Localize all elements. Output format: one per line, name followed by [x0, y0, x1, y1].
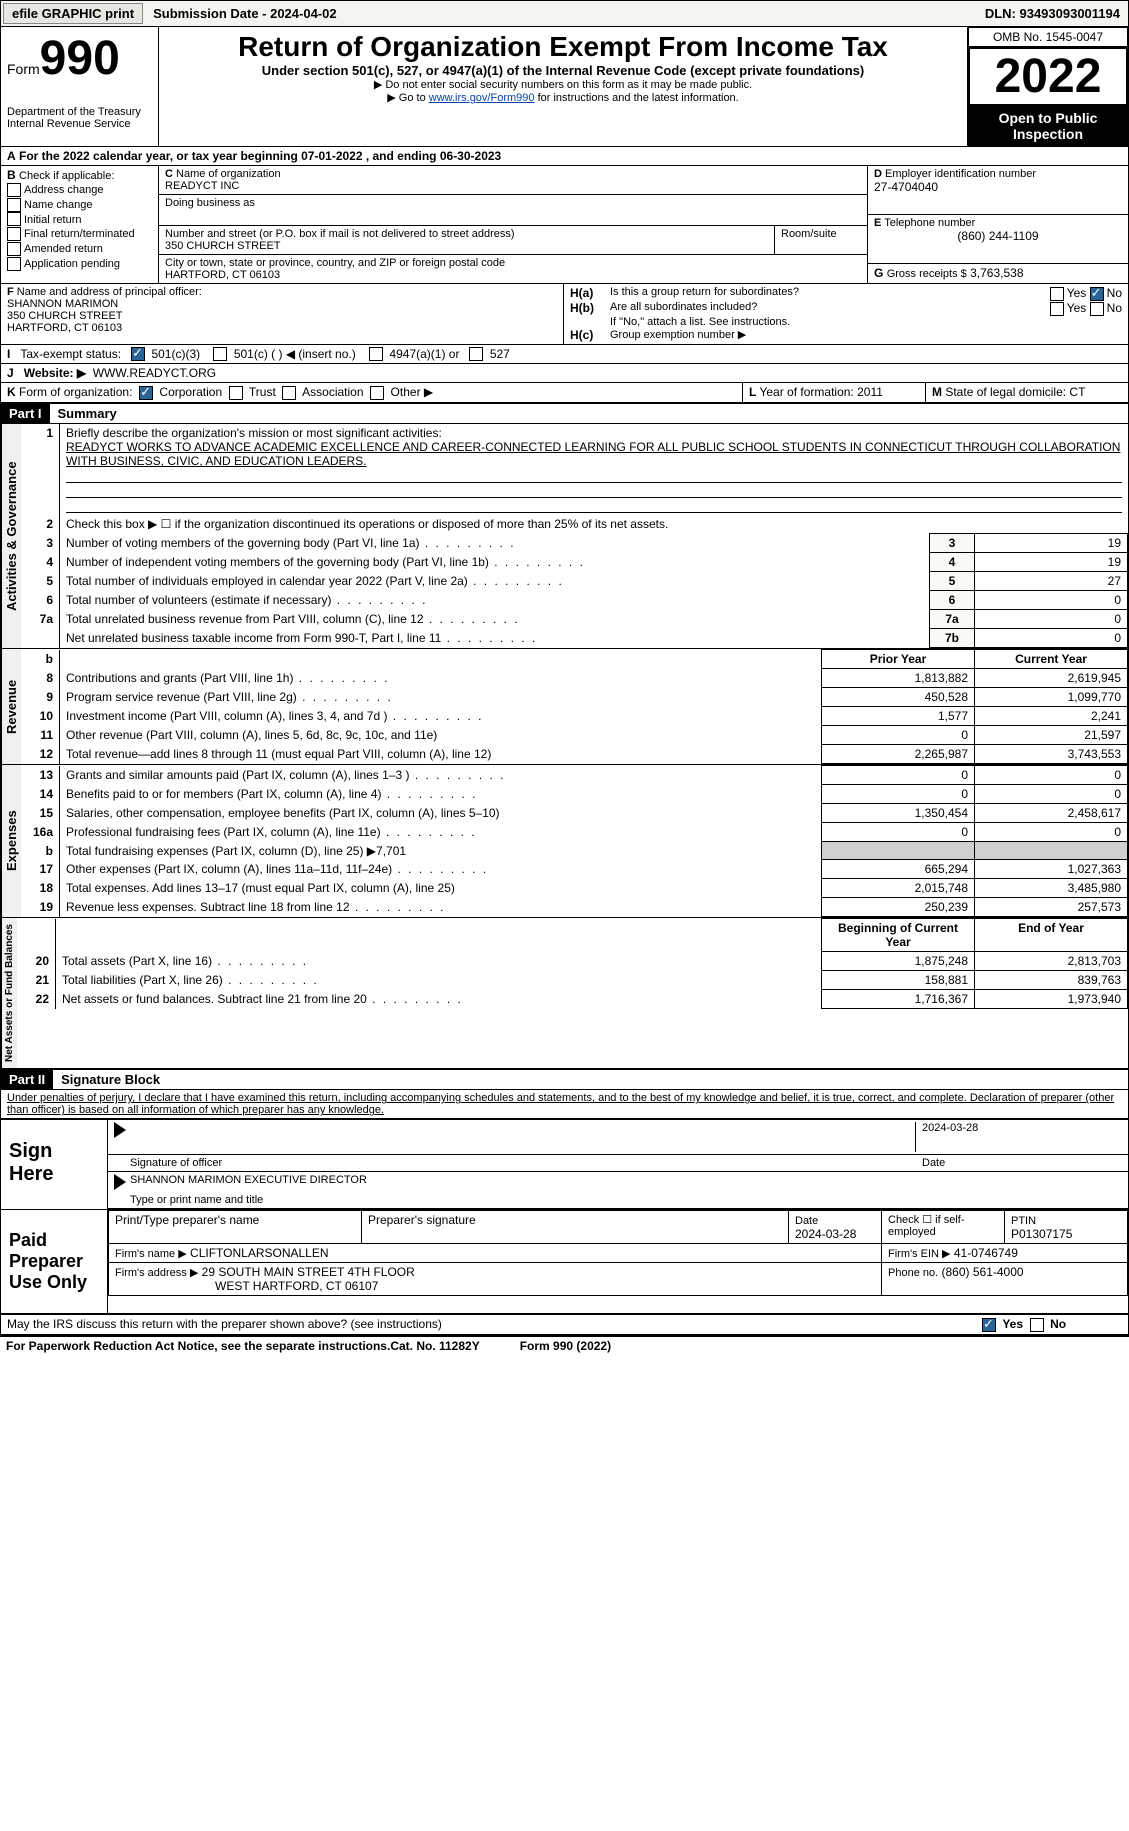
- side-expenses: Expenses: [1, 765, 21, 917]
- submission-date: Submission Date - 2024-04-02: [145, 4, 345, 23]
- efile-print-button[interactable]: efile GRAPHIC print: [3, 3, 143, 24]
- summary-block: Activities & Governance 1 Briefly descri…: [0, 424, 1129, 649]
- part2-header: Part II Signature Block: [0, 1069, 1129, 1090]
- org-name: READYCT INC: [165, 180, 861, 192]
- side-activities: Activities & Governance: [1, 424, 21, 648]
- block-bcdeg: B Check if applicable: Address change Na…: [0, 165, 1129, 283]
- form-title: Return of Organization Exempt From Incom…: [163, 31, 963, 63]
- dba-label: Doing business as: [159, 195, 867, 226]
- subtitle-2: Do not enter social security numbers on …: [163, 78, 963, 91]
- street: 350 CHURCH STREET: [165, 240, 768, 252]
- footer: For Paperwork Reduction Act Notice, see …: [0, 1335, 1129, 1355]
- cb-ha-no[interactable]: [1090, 287, 1104, 301]
- form-header: Form990 Department of the Treasury Inter…: [0, 27, 1129, 146]
- firm-phone: (860) 561-4000: [942, 1265, 1024, 1279]
- telephone: (860) 244-1109: [874, 229, 1122, 243]
- v3: 19: [975, 534, 1128, 553]
- firm-name: CLIFTONLARSONALLEN: [190, 1246, 329, 1260]
- form-number: 990: [40, 32, 120, 85]
- line-j: J Website: ▶ WWW.READYCT.ORG: [1, 364, 1128, 382]
- cb-name-change[interactable]: Name change: [24, 199, 93, 211]
- line-a: A For the 2022 calendar year, or tax yea…: [1, 147, 507, 165]
- side-revenue: Revenue: [1, 649, 21, 764]
- ptin: P01307175: [1011, 1227, 1072, 1241]
- officer-name: SHANNON MARIMON: [7, 298, 557, 310]
- cb-501c3[interactable]: [131, 347, 145, 361]
- signature-arrow-icon: [114, 1122, 126, 1138]
- cb-may-yes[interactable]: [982, 1318, 996, 1332]
- mission: READYCT WORKS TO ADVANCE ACADEMIC EXCELL…: [66, 440, 1120, 468]
- city: HARTFORD, CT 06103: [165, 269, 861, 281]
- paid-preparer-block: Paid Preparer Use Only Print/Type prepar…: [0, 1210, 1129, 1314]
- cb-initial-return[interactable]: Initial return: [24, 214, 81, 226]
- line-i: I Tax-exempt status: 501(c)(3) 501(c) ( …: [1, 345, 1128, 364]
- topbar: efile GRAPHIC print Submission Date - 20…: [0, 0, 1129, 27]
- sign-here-block: Sign Here 2024-03-28 Signature of office…: [0, 1119, 1129, 1210]
- declaration: Under penalties of perjury, I declare th…: [0, 1090, 1129, 1119]
- open-inspection: Open to Public Inspection: [968, 106, 1128, 146]
- omb-number: OMB No. 1545-0047: [968, 27, 1128, 47]
- part1-header: Part I Summary: [0, 403, 1129, 424]
- irs-link[interactable]: www.irs.gov/Form990: [429, 92, 535, 104]
- firm-ein: 41-0746749: [954, 1246, 1018, 1260]
- dept-treasury: Department of the Treasury: [7, 106, 152, 118]
- cb-address-change[interactable]: Address change: [24, 184, 104, 196]
- line-m: M State of legal domicile: CT: [926, 383, 1128, 402]
- tax-year: 2022: [968, 47, 1128, 106]
- gross-receipts: 3,763,538: [970, 266, 1023, 280]
- subtitle-1: Under section 501(c), 527, or 4947(a)(1)…: [163, 63, 963, 78]
- line-k: K Form of organization: Corporation Trus…: [1, 383, 743, 402]
- officer-name-title: SHANNON MARIMON EXECUTIVE DIRECTOR: [130, 1174, 367, 1190]
- dln: DLN: 93493093001194: [977, 4, 1128, 23]
- cb-final-return[interactable]: Final return/terminated: [24, 228, 135, 240]
- form-word: Form: [7, 61, 40, 77]
- name-arrow-icon: [114, 1174, 126, 1190]
- side-netassets: Net Assets or Fund Balances: [1, 918, 17, 1068]
- line-l: L Year of formation: 2011: [743, 383, 926, 402]
- cb-app-pending[interactable]: Application pending: [24, 258, 120, 270]
- may-discuss: May the IRS discuss this return with the…: [1, 1315, 976, 1334]
- block-fh: F Name and address of principal officer:…: [0, 283, 1129, 344]
- ein: 27-4704040: [874, 180, 1122, 194]
- cb-amended[interactable]: Amended return: [24, 243, 103, 255]
- room-suite: Room/suite: [775, 226, 867, 254]
- website: WWW.READYCT.ORG: [93, 366, 216, 380]
- cb-corp[interactable]: [139, 386, 153, 400]
- irs-label: Internal Revenue Service: [7, 118, 152, 130]
